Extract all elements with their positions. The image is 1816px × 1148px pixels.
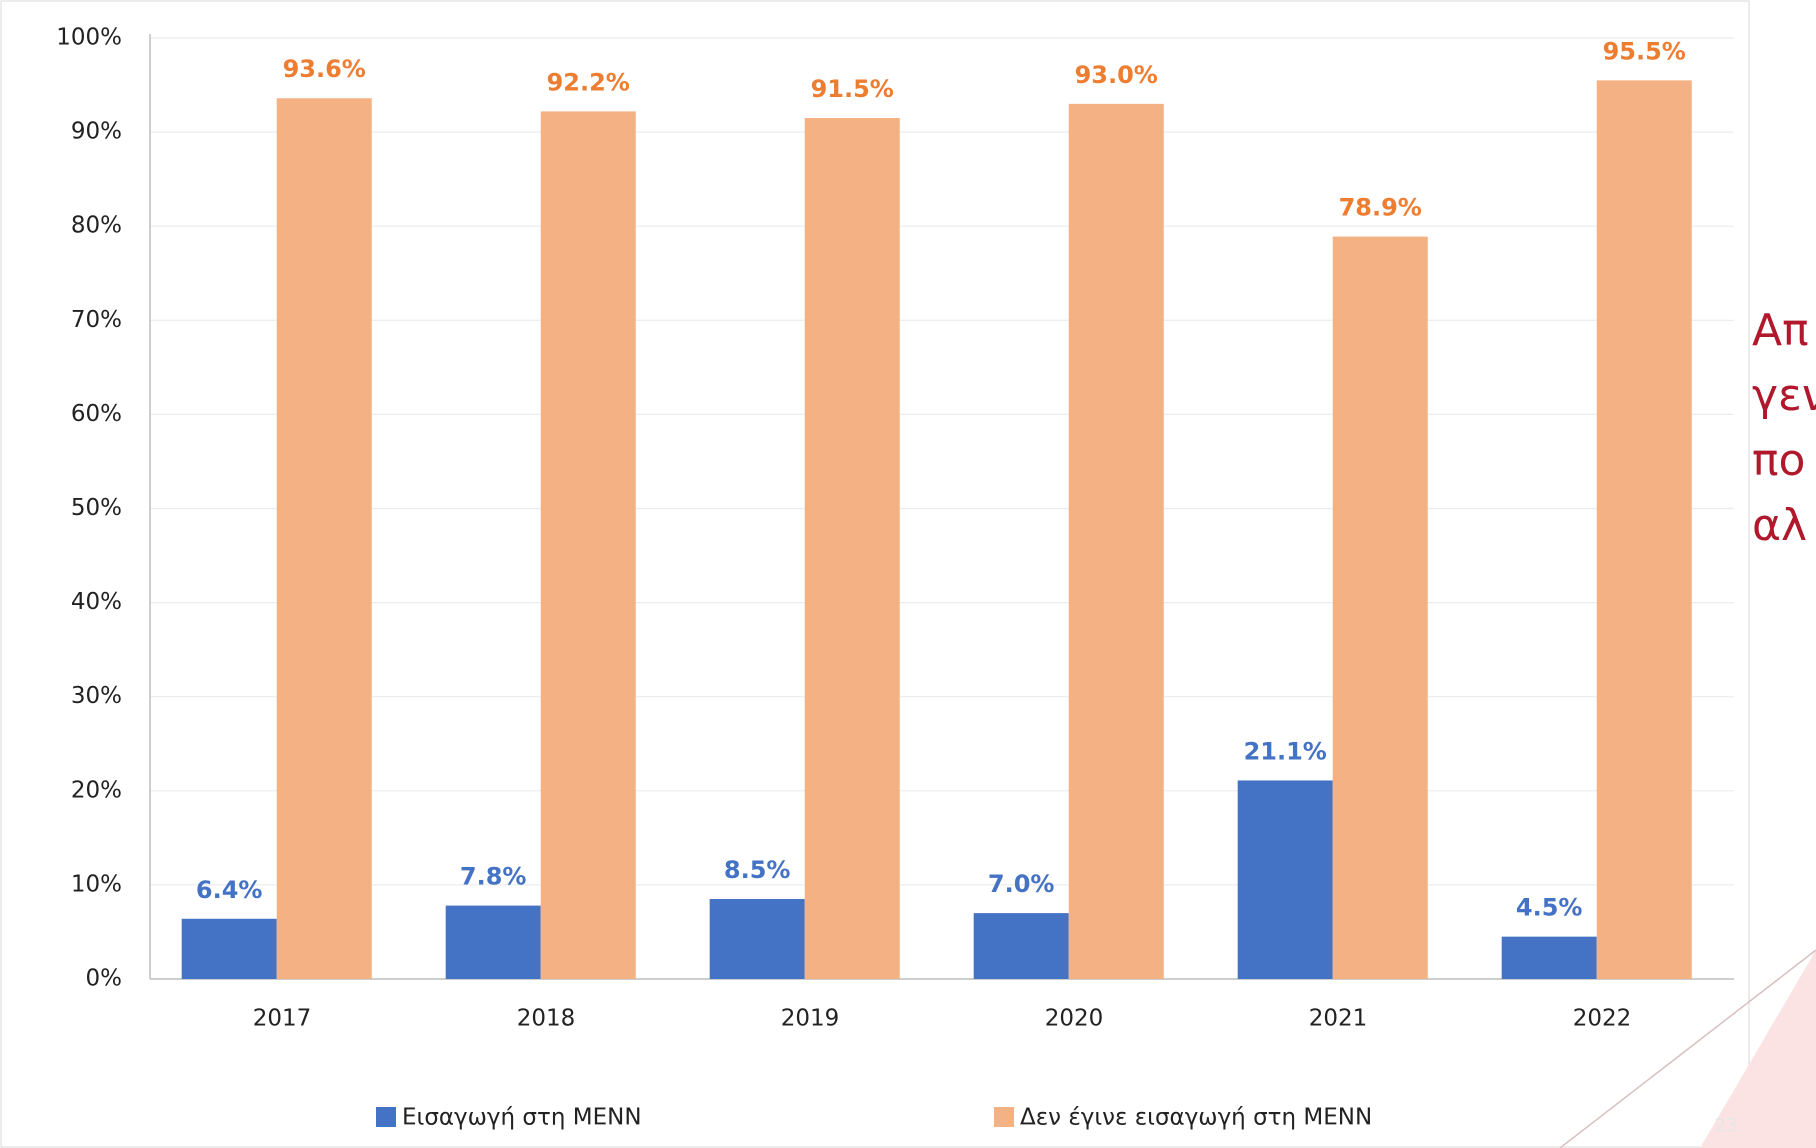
bar <box>973 913 1069 979</box>
x-tick-label: 2018 <box>517 1006 576 1032</box>
side-text: γεν <box>1752 370 1816 421</box>
value-label: 91.5% <box>811 75 894 103</box>
y-tick-label: 70% <box>71 307 122 333</box>
value-label: 93.0% <box>1075 61 1158 89</box>
y-tick-label: 10% <box>71 871 122 897</box>
bar <box>709 899 805 979</box>
corner-line <box>1559 949 1816 1148</box>
value-label: 78.9% <box>1339 194 1422 222</box>
bar <box>1596 80 1692 980</box>
side-text: πο <box>1752 435 1805 486</box>
x-tick-label: 2020 <box>1045 1006 1104 1032</box>
corner-decoration <box>1700 950 1816 1148</box>
bar <box>804 117 900 980</box>
value-label: 93.6% <box>283 55 366 83</box>
y-tick-label: 50% <box>71 495 122 521</box>
legend-label: Δεν έγινε εισαγωγή στη ΜΕΝΝ <box>1020 1105 1372 1131</box>
value-label: 7.8% <box>460 863 527 891</box>
y-tick-label: 90% <box>71 119 122 145</box>
bar <box>276 98 372 979</box>
x-tick-label: 2021 <box>1309 1006 1368 1032</box>
x-tick-label: 2019 <box>781 1006 840 1032</box>
bar <box>540 111 636 979</box>
y-tick-label: 0% <box>86 966 123 992</box>
legend-swatch <box>994 1107 1014 1127</box>
bar <box>1237 780 1333 979</box>
chart-frame <box>0 0 1750 1148</box>
y-tick-label: 80% <box>71 213 122 239</box>
y-tick-label: 30% <box>71 683 122 709</box>
side-text: αλ <box>1752 500 1807 551</box>
y-tick-label: 20% <box>71 777 122 803</box>
value-label: 92.2% <box>547 68 630 96</box>
value-label: 8.5% <box>724 856 791 884</box>
y-tick-label: 40% <box>71 589 122 615</box>
value-label: 21.1% <box>1244 737 1327 765</box>
value-label: 4.5% <box>1516 894 1583 922</box>
value-label: 95.5% <box>1603 37 1686 65</box>
x-tick-label: 2022 <box>1573 1006 1632 1032</box>
value-label: 7.0% <box>988 870 1055 898</box>
y-tick-label: 100% <box>56 25 122 51</box>
bar <box>1068 103 1164 980</box>
page-number: 23 <box>1715 1115 1738 1136</box>
legend-label: Εισαγωγή στη ΜΕΝΝ <box>402 1105 642 1131</box>
legend-swatch <box>376 1107 396 1127</box>
value-label: 6.4% <box>196 876 263 904</box>
bar <box>1501 936 1597 979</box>
bar <box>445 905 541 979</box>
bar <box>181 918 277 979</box>
y-tick-label: 60% <box>71 401 122 427</box>
bar <box>1332 236 1428 979</box>
x-tick-label: 2017 <box>253 1006 312 1032</box>
side-text: Απ <box>1752 305 1809 356</box>
